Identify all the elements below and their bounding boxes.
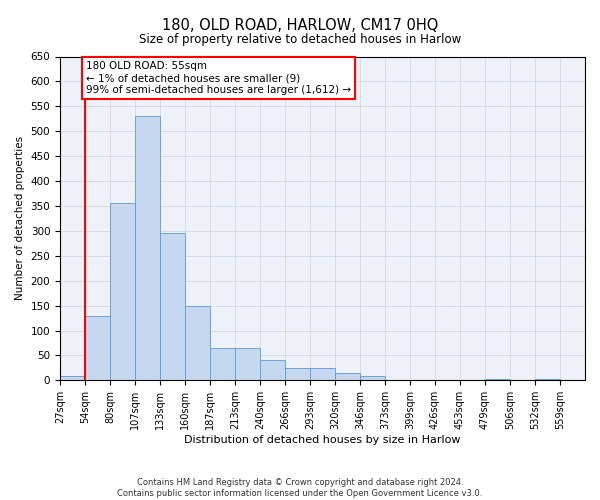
- Text: 180, OLD ROAD, HARLOW, CM17 0HQ: 180, OLD ROAD, HARLOW, CM17 0HQ: [162, 18, 438, 32]
- Bar: [310, 368, 335, 380]
- Bar: [110, 204, 135, 380]
- Bar: [160, 234, 185, 380]
- Bar: [185, 306, 210, 380]
- Bar: [260, 360, 285, 380]
- Bar: [210, 348, 235, 380]
- Text: Size of property relative to detached houses in Harlow: Size of property relative to detached ho…: [139, 32, 461, 46]
- Bar: [335, 373, 360, 380]
- Bar: [285, 368, 310, 380]
- Text: Contains HM Land Registry data © Crown copyright and database right 2024.
Contai: Contains HM Land Registry data © Crown c…: [118, 478, 482, 498]
- Bar: [85, 316, 110, 380]
- Bar: [60, 376, 85, 380]
- Text: 180 OLD ROAD: 55sqm
← 1% of detached houses are smaller (9)
99% of semi-detached: 180 OLD ROAD: 55sqm ← 1% of detached hou…: [86, 62, 351, 94]
- Bar: [235, 348, 260, 380]
- Y-axis label: Number of detached properties: Number of detached properties: [15, 136, 25, 300]
- Bar: [135, 116, 160, 380]
- X-axis label: Distribution of detached houses by size in Harlow: Distribution of detached houses by size …: [184, 435, 461, 445]
- Bar: [360, 376, 385, 380]
